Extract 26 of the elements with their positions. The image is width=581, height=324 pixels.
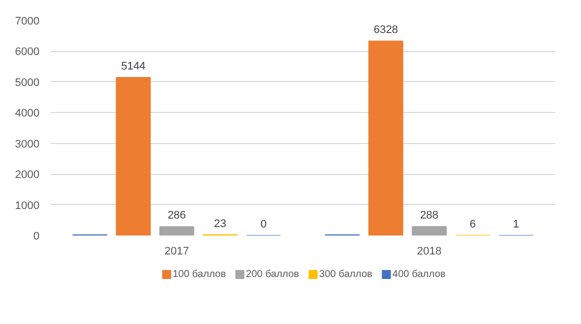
legend-label: 100 баллов (172, 269, 226, 280)
data-label: 286 (168, 210, 186, 222)
y-tick-label: 5000 (15, 76, 40, 89)
data-label: 6328 (374, 24, 398, 36)
bar (116, 77, 151, 236)
data-label: 23 (214, 218, 226, 230)
bar (368, 40, 404, 236)
y-tick-label: 2000 (15, 169, 40, 182)
legend-label: 300 баллов (319, 269, 372, 280)
data-label: 1 (513, 218, 520, 230)
data-label: 0 (260, 218, 267, 230)
y-tick-label: 6000 (15, 46, 40, 58)
x-tick-label: 2017 (164, 246, 189, 258)
bar (159, 226, 194, 236)
y-tick-label: 1000 (15, 200, 40, 212)
x-tick-label: 2018 (417, 246, 442, 258)
y-tick-label: 7000 (15, 16, 40, 28)
legend-label: 400 баллов (392, 269, 446, 280)
legend-label: 200 баллов (246, 269, 300, 280)
data-label: 5144 (121, 60, 146, 73)
y-tick-label: 3000 (15, 138, 40, 150)
bar (412, 226, 447, 236)
y-tick-label: 0 (33, 230, 40, 242)
data-label: 288 (420, 210, 438, 222)
data-label: 6 (470, 218, 476, 230)
y-tick-label: 4000 (15, 108, 40, 120)
